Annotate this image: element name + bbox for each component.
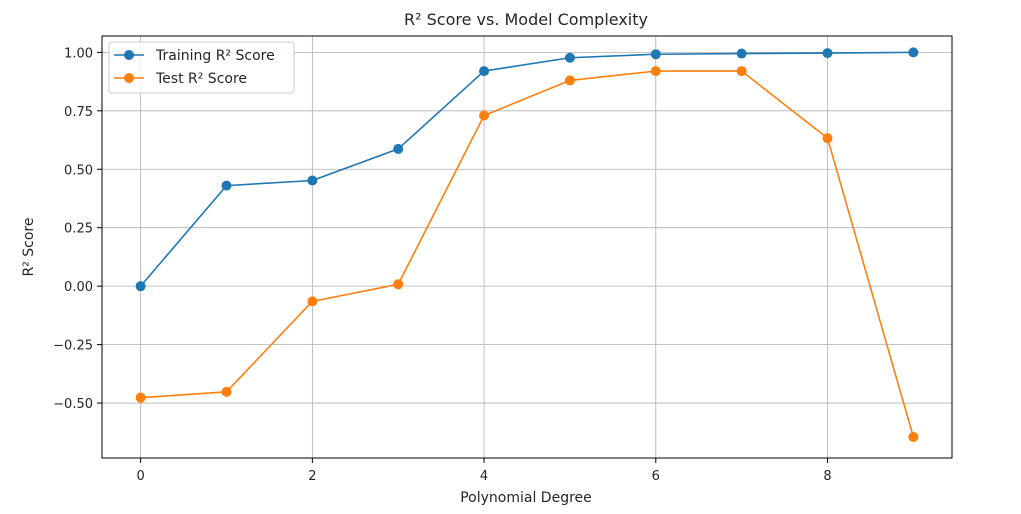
data-point-series-1 [221, 386, 232, 397]
data-point-series-1 [307, 296, 318, 307]
plot-frame [101, 35, 953, 459]
y-tick-label: 0.25 [64, 222, 93, 237]
legend-box [108, 41, 295, 94]
data-point-series-1 [135, 392, 146, 403]
data-point-series-0 [135, 281, 146, 292]
data-point-series-1 [650, 66, 661, 77]
series-layer [135, 47, 919, 442]
x-tick-label: 8 [823, 469, 831, 484]
x-tick-label: 6 [652, 469, 660, 484]
data-point-series-1 [908, 431, 919, 442]
y-tick-label: 0.50 [64, 163, 93, 178]
y-tick-label: 1.00 [64, 46, 93, 61]
legend-marker-training [124, 50, 134, 60]
series-line-1 [140, 70, 915, 438]
data-point-series-0 [908, 47, 919, 58]
data-point-series-1 [822, 133, 833, 144]
y-tick-label: −0.50 [53, 397, 93, 412]
x-tick-label: 2 [308, 469, 316, 484]
data-point-series-0 [650, 49, 661, 60]
legend-marker-test [124, 73, 134, 83]
data-point-series-1 [736, 66, 747, 77]
data-point-series-1 [479, 110, 490, 121]
legend-label-training: Training R² Score [155, 48, 275, 64]
legend: Training R² Score Test R² Score [108, 41, 295, 94]
data-point-series-0 [736, 48, 747, 59]
y-tick-label: 0.75 [64, 105, 93, 120]
legend-label-test: Test R² Score [155, 71, 247, 87]
data-point-series-0 [307, 175, 318, 186]
x-tick-label: 0 [136, 469, 144, 484]
y-tick-label: −0.25 [53, 339, 93, 354]
data-point-series-1 [564, 75, 575, 86]
data-point-series-0 [221, 180, 232, 191]
y-axis-label: R² Score [21, 217, 37, 276]
data-point-series-0 [564, 52, 575, 63]
chart-title: R² Score vs. Model Complexity [404, 10, 648, 29]
x-axis-label: Polynomial Degree [460, 490, 592, 506]
axes: 0 2 4 6 8 −0.50 −0.25 0.00 0.25 0.50 0.75 1.00 [53, 46, 831, 484]
data-point-series-0 [393, 143, 404, 154]
data-point-series-0 [822, 48, 833, 59]
x-tick-label: 4 [480, 469, 488, 484]
data-point-series-1 [393, 279, 404, 290]
series-line-0 [140, 51, 914, 287]
y-tick-label: 0.00 [64, 280, 93, 295]
data-point-series-0 [479, 66, 490, 77]
